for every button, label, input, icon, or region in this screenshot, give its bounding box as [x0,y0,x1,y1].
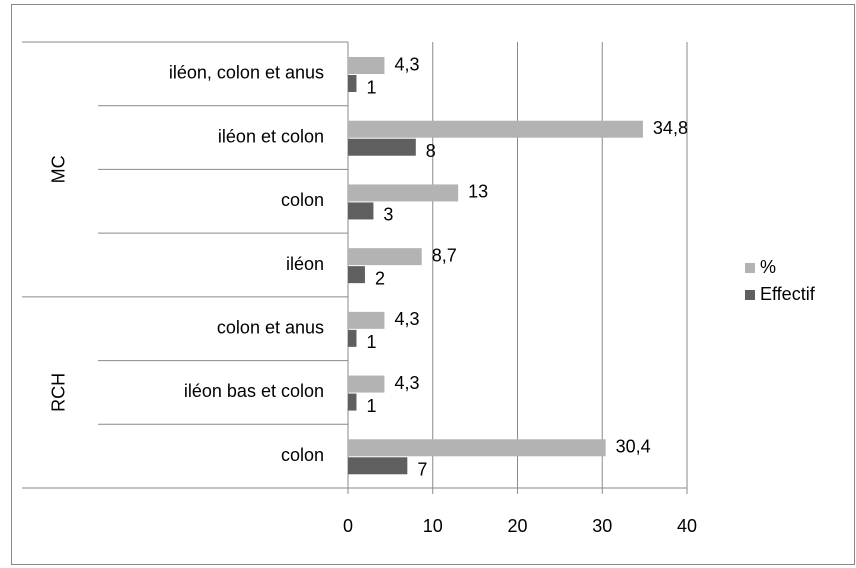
bar [348,329,357,347]
bar [348,457,408,475]
data-label: 30,4 [616,437,651,457]
bar [348,138,416,156]
data-label: 4,3 [394,54,419,74]
bar [348,184,459,202]
group-label: MC [49,155,69,183]
y-tick-label: iléon, colon et anus [169,63,324,83]
data-label: 13 [468,182,488,202]
y-tick-label: iléon et colon [218,126,324,146]
y-tick-label: colon [281,445,324,465]
bar [348,375,385,393]
y-tick-label: iléon bas et colon [184,381,324,401]
bar [348,75,357,92]
data-label: 2 [375,268,385,288]
legend-label: % [760,257,776,277]
bar [348,393,357,411]
legend-swatch [745,290,755,300]
x-tick-label: 10 [423,516,443,536]
legend-swatch [745,263,755,273]
y-tick-label: iléon [286,254,324,274]
data-label: 8 [426,141,436,161]
data-label: 1 [366,77,376,97]
bar [348,120,643,138]
x-tick-label: 0 [343,516,353,536]
bar [348,439,606,457]
data-label: 1 [366,396,376,416]
bar [348,311,385,329]
data-label: 3 [383,205,393,225]
data-label: 8,7 [432,245,457,265]
data-label: 4,3 [394,373,419,393]
data-label: 34,8 [653,118,688,138]
data-label: 7 [417,460,427,480]
data-label: 4,3 [394,309,419,329]
y-tick-label: colon et anus [217,317,324,337]
x-tick-label: 20 [507,516,527,536]
bar [348,266,365,284]
x-tick-label: 40 [677,516,697,536]
group-label: RCH [49,373,69,412]
bar [348,57,385,74]
bar [348,248,422,266]
y-tick-label: colon [281,190,324,210]
legend-label: Effectif [760,284,816,304]
x-tick-label: 30 [592,516,612,536]
data-label: 1 [366,332,376,352]
bar [348,202,374,220]
